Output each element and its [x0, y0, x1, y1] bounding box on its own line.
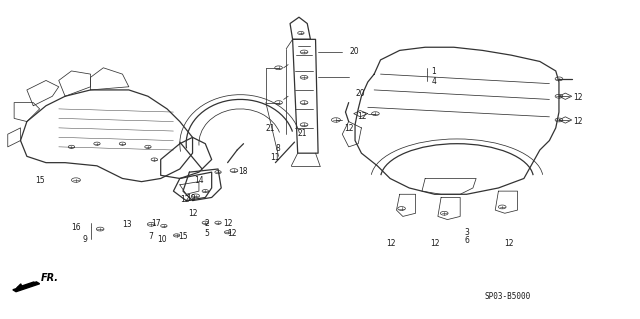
- Text: 7: 7: [148, 232, 154, 241]
- Text: 3: 3: [464, 228, 469, 237]
- Text: 12: 12: [223, 219, 233, 228]
- Text: 12: 12: [344, 124, 354, 133]
- Text: 2: 2: [205, 219, 209, 228]
- Text: 21: 21: [266, 124, 275, 133]
- Text: 12: 12: [504, 239, 513, 248]
- Text: 12: 12: [387, 239, 396, 248]
- Text: 4: 4: [431, 77, 436, 86]
- Text: 10: 10: [157, 235, 167, 244]
- Text: 12: 12: [188, 209, 198, 218]
- Text: 16: 16: [72, 223, 81, 232]
- Text: 1: 1: [431, 67, 436, 77]
- Text: 14: 14: [195, 175, 204, 185]
- Text: 19: 19: [186, 194, 196, 203]
- Text: 12: 12: [228, 229, 237, 238]
- Text: 20: 20: [356, 89, 365, 98]
- Text: 9: 9: [83, 235, 88, 244]
- Text: 11: 11: [270, 153, 280, 162]
- Polygon shape: [13, 282, 40, 292]
- Text: 20: 20: [349, 48, 359, 56]
- Text: 5: 5: [205, 229, 210, 238]
- Text: 12: 12: [573, 93, 583, 102]
- Text: 6: 6: [464, 236, 469, 245]
- Text: 12: 12: [430, 239, 440, 248]
- Text: 8: 8: [275, 144, 280, 153]
- Text: 12: 12: [180, 195, 189, 204]
- Text: 15: 15: [178, 232, 188, 241]
- Text: 12: 12: [573, 117, 583, 126]
- Text: 17: 17: [151, 219, 161, 228]
- Text: SP03-B5000: SP03-B5000: [485, 292, 531, 301]
- Text: 18: 18: [239, 167, 248, 176]
- Text: FR.: FR.: [41, 273, 59, 284]
- Text: 15: 15: [35, 175, 45, 185]
- Text: 21: 21: [298, 129, 307, 138]
- Text: 12: 12: [357, 112, 367, 121]
- Text: 13: 13: [122, 220, 132, 229]
